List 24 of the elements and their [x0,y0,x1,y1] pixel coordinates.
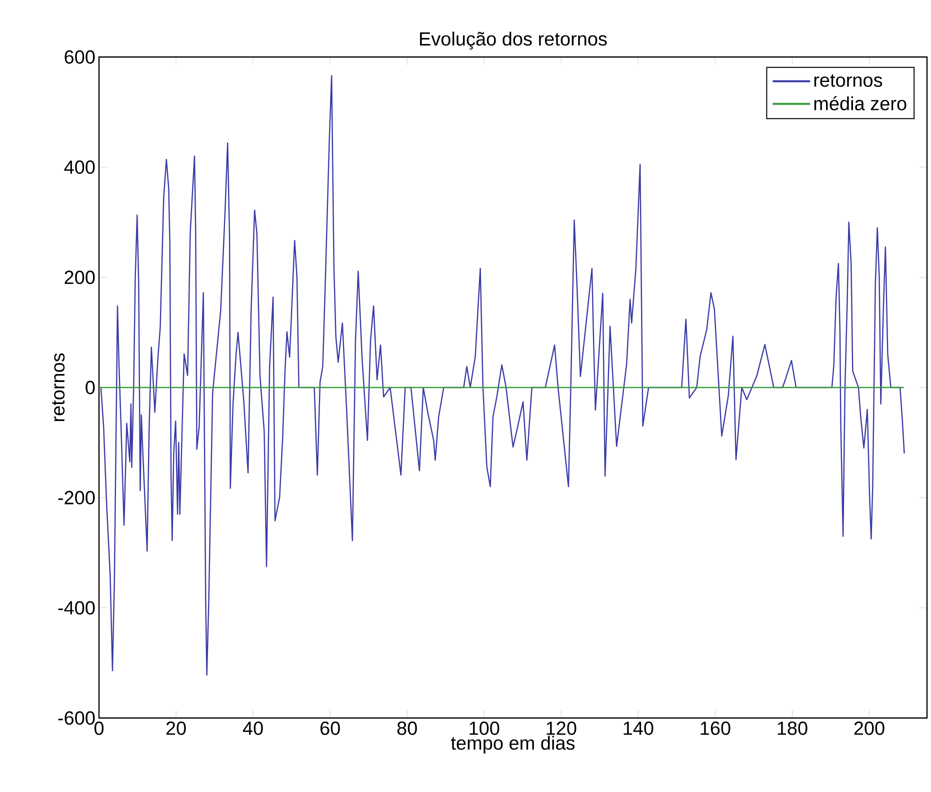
x-tick-label: 200 [854,722,884,735]
x-tick-label: 80 [397,722,417,735]
y-tick-label: 0 [86,380,95,394]
line-series [100,75,905,676]
x-tick-label: 0 [94,722,104,735]
y-tick-label: 600 [64,50,95,64]
x-tick-label: 180 [778,722,808,735]
x-tick-label: 160 [700,722,730,735]
y-tick-label: -600 [58,711,95,725]
y-tick-label: -400 [58,601,95,615]
x-tick-label: 20 [166,722,186,735]
x-tick-label: 60 [320,722,340,735]
legend-label: retornos [814,74,882,87]
x-tick-label: 40 [242,722,263,735]
y-tick-label: 200 [64,270,95,284]
legend-label: média zero [814,96,906,110]
chart-title: Evolução dos retornos [420,32,607,50]
x-tick-label: 140 [624,722,654,735]
x-axis-title: tempo em dias [450,736,575,754]
y-tick-label: 400 [64,160,95,174]
x-tick-label: 100 [470,722,500,735]
x-tick-label: 120 [546,722,576,735]
y-tick-label: -200 [58,490,95,504]
y-axis-title: retornos [52,353,65,422]
